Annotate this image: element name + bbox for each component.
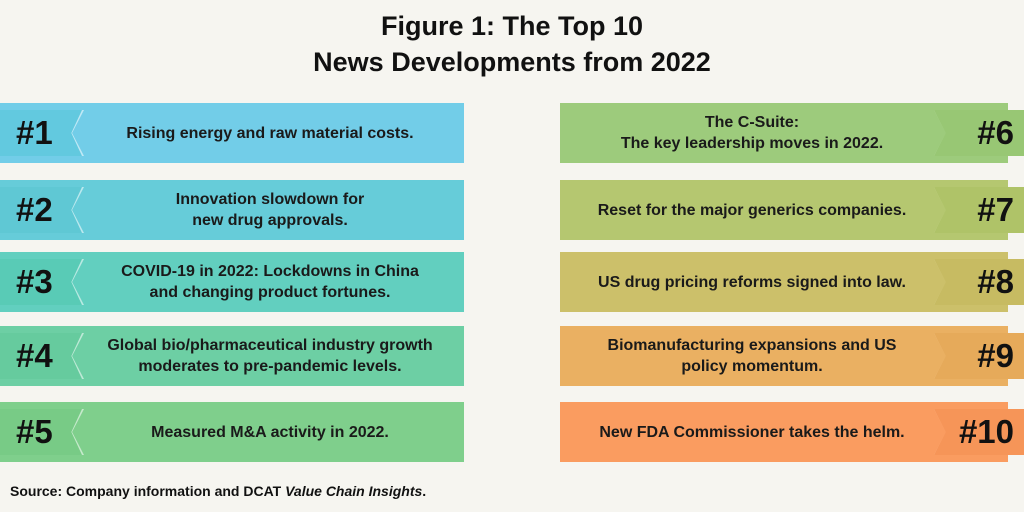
news-item-text-line: Reset for the major generics companies. <box>597 201 907 219</box>
source-note: Source: Company information and DCAT Val… <box>10 483 426 499</box>
news-item-text-line: moderates to pre-pandemic levels. <box>138 358 402 375</box>
rank-badge: #6 <box>934 110 1024 156</box>
news-item-9: Biomanufacturing expansions and US policy… <box>560 326 1024 386</box>
news-item-text: US drug pricing reforms signed into law. <box>598 272 906 293</box>
news-item-3: COVID-19 in 2022: Lockdowns in China and … <box>0 252 464 312</box>
rank-badge: #9 <box>934 333 1024 379</box>
rank-badge: #1 <box>0 110 82 156</box>
news-item-text: Rising energy and raw material costs. <box>126 123 413 144</box>
rank-badge: #2 <box>0 187 82 233</box>
news-item-1: Rising energy and raw material costs. #1 <box>0 103 464 163</box>
rank-badge: #5 <box>0 409 82 455</box>
news-item-10: New FDA Commissioner takes the helm. #10 <box>560 402 1024 462</box>
news-item-text-line: Innovation slowdown for <box>175 191 365 208</box>
rank-badge: #4 <box>0 333 82 379</box>
news-item-8: US drug pricing reforms signed into law.… <box>560 252 1024 312</box>
news-item-text: Biomanufacturing expansions and US policy… <box>608 335 897 377</box>
news-item-bar: US drug pricing reforms signed into law. <box>560 252 1008 312</box>
rank-badge: #8 <box>934 259 1024 305</box>
rank-label: #10 <box>958 413 1014 450</box>
rank-label: #5 <box>16 413 53 450</box>
rank-badge: #3 <box>0 259 82 305</box>
news-item-text-line: The key leadership moves in 2022. <box>620 135 884 152</box>
rank-label: #8 <box>977 263 1014 300</box>
rank-badge: #7 <box>934 187 1024 233</box>
news-item-text: New FDA Commissioner takes the helm. <box>599 422 904 443</box>
news-item-text-line: policy momentum. <box>681 358 823 375</box>
news-item-text-line: Global bio/pharmaceutical industry growt… <box>107 337 433 354</box>
news-item-5: Measured M&A activity in 2022. #5 <box>0 402 464 462</box>
news-item-text: Measured M&A activity in 2022. <box>151 422 389 443</box>
news-item-text-line: Biomanufacturing expansions and US <box>607 337 897 354</box>
rank-label: #9 <box>977 337 1014 374</box>
rank-label: #2 <box>16 191 53 228</box>
rank-label: #6 <box>977 114 1014 151</box>
news-item-2: Innovation slowdown for new drug approval… <box>0 180 464 240</box>
source-prefix: Source: Company information and DCAT <box>10 483 286 499</box>
news-item-text: Innovation slowdown for new drug approval… <box>176 189 364 231</box>
news-item-text-line: and changing product fortunes. <box>149 284 391 301</box>
news-item-text-line: COVID-19 in 2022: Lockdowns in China <box>121 263 419 280</box>
news-item-bar: The C-Suite: The key leadership moves in … <box>560 103 1008 163</box>
news-item-text-line: New FDA Commissioner takes the helm. <box>599 423 905 441</box>
figure-title-line-1: Figure 1: The Top 10 <box>380 11 644 41</box>
rank-label: #4 <box>16 337 53 374</box>
rank-label: #1 <box>16 114 53 151</box>
news-item-text-line: Measured M&A activity in 2022. <box>151 423 389 441</box>
news-item-bar: Reset for the major generics companies. <box>560 180 1008 240</box>
news-item-text: Reset for the major generics companies. <box>598 200 907 221</box>
news-item-text-line: The C-Suite: <box>704 114 800 131</box>
news-item-text-line: new drug approvals. <box>192 212 348 229</box>
news-item-7: Reset for the major generics companies. #… <box>560 180 1024 240</box>
figure-title-line-2: News Developments from 2022 <box>313 47 711 77</box>
figure-title: Figure 1: The Top 10 News Developments f… <box>0 8 1024 80</box>
news-item-bar: Biomanufacturing expansions and US policy… <box>560 326 1008 386</box>
news-item-6: The C-Suite: The key leadership moves in … <box>560 103 1024 163</box>
news-item-bar: New FDA Commissioner takes the helm. <box>560 402 1008 462</box>
rank-label: #7 <box>977 191 1014 228</box>
news-item-text: The C-Suite: The key leadership moves in … <box>621 112 883 154</box>
news-item-text-line: US drug pricing reforms signed into law. <box>598 273 906 291</box>
rank-badge: #10 <box>934 409 1024 455</box>
source-italic: Value Chain Insights <box>285 483 423 499</box>
news-item-4: Global bio/pharmaceutical industry growt… <box>0 326 464 386</box>
news-item-text: Global bio/pharmaceutical industry growt… <box>107 335 432 377</box>
news-item-text-line: Rising energy and raw material costs. <box>126 124 414 142</box>
rank-label: #3 <box>16 263 53 300</box>
news-item-text: COVID-19 in 2022: Lockdowns in China and … <box>121 261 419 303</box>
source-suffix: . <box>422 483 427 499</box>
